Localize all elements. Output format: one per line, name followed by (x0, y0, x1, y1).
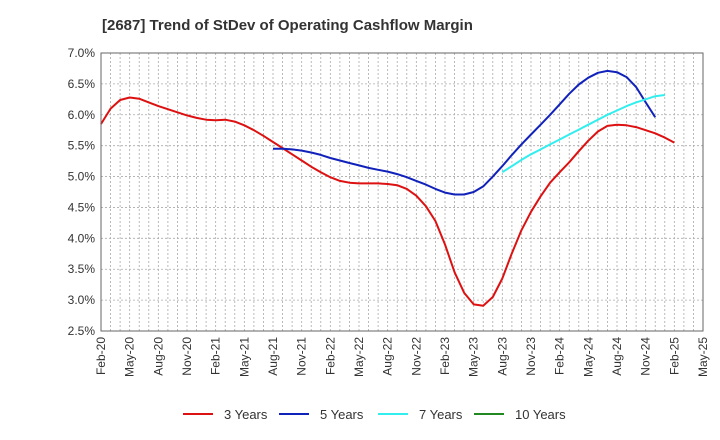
legend-label: 10 Years (515, 407, 566, 422)
x-tick-label: May-23 (467, 337, 481, 377)
x-tick-label: Feb-20 (94, 337, 108, 375)
y-tick-label: 6.0% (68, 108, 96, 122)
y-tick-label: 6.5% (68, 77, 96, 91)
x-tick-label: Feb-24 (553, 337, 567, 375)
series-line-3-years (100, 96, 675, 307)
x-tick-label: Feb-22 (323, 337, 337, 375)
series-line-7-years (501, 94, 665, 174)
y-tick-label: 7.0% (68, 46, 96, 60)
x-tick-label: Aug-21 (266, 337, 280, 376)
y-tick-label: 4.0% (68, 231, 96, 245)
y-axis-ticks: 7.0% 6.5% 6.0% 5.5% 5.0% 4.5% 4.0% 3.5% 3.0% 2.5% (68, 46, 96, 338)
x-tick-label: Feb-21 (209, 337, 223, 375)
x-tick-label: May-24 (581, 337, 595, 377)
plot-frame (100, 52, 704, 332)
legend-label: 7 Years (419, 407, 463, 422)
x-tick-label: Aug-24 (610, 337, 624, 376)
y-tick-label: 3.5% (68, 262, 96, 276)
x-tick-label: Feb-25 (667, 337, 681, 375)
chart-legend: 3 Years 5 Years 7 Years 10 Years (183, 407, 566, 422)
legend-label: 3 Years (224, 407, 268, 422)
x-tick-label: Nov-24 (639, 337, 653, 376)
y-tick-label: 5.0% (68, 170, 96, 184)
y-tick-label: 2.5% (68, 324, 96, 338)
x-tick-label: Nov-23 (524, 337, 538, 376)
x-tick-label: Nov-20 (180, 337, 194, 376)
y-tick-label: 5.5% (68, 139, 96, 153)
x-tick-label: Aug-22 (381, 337, 395, 376)
x-tick-label: Feb-23 (438, 337, 452, 375)
series-line-5-years (273, 69, 657, 196)
x-tick-label: Aug-20 (151, 337, 165, 376)
chart-grid (101, 52, 703, 332)
x-tick-label: Nov-21 (295, 337, 309, 376)
chart-title: [2687] Trend of StDev of Operating Cashf… (102, 17, 473, 34)
x-axis-ticks: Feb-20 May-20 Aug-20 Nov-20 Feb-21 May-21 Aug-… (94, 337, 710, 377)
chart-series (100, 69, 675, 307)
y-tick-label: 3.0% (68, 293, 96, 307)
x-tick-label: May-20 (123, 337, 137, 377)
x-tick-label: May-22 (352, 337, 366, 377)
x-tick-label: May-21 (237, 337, 251, 377)
x-tick-label: Aug-23 (495, 337, 509, 376)
legend-label: 5 Years (320, 407, 364, 422)
x-tick-label: May-25 (696, 337, 710, 377)
x-tick-label: Nov-22 (409, 337, 423, 376)
y-tick-label: 4.5% (68, 200, 96, 214)
